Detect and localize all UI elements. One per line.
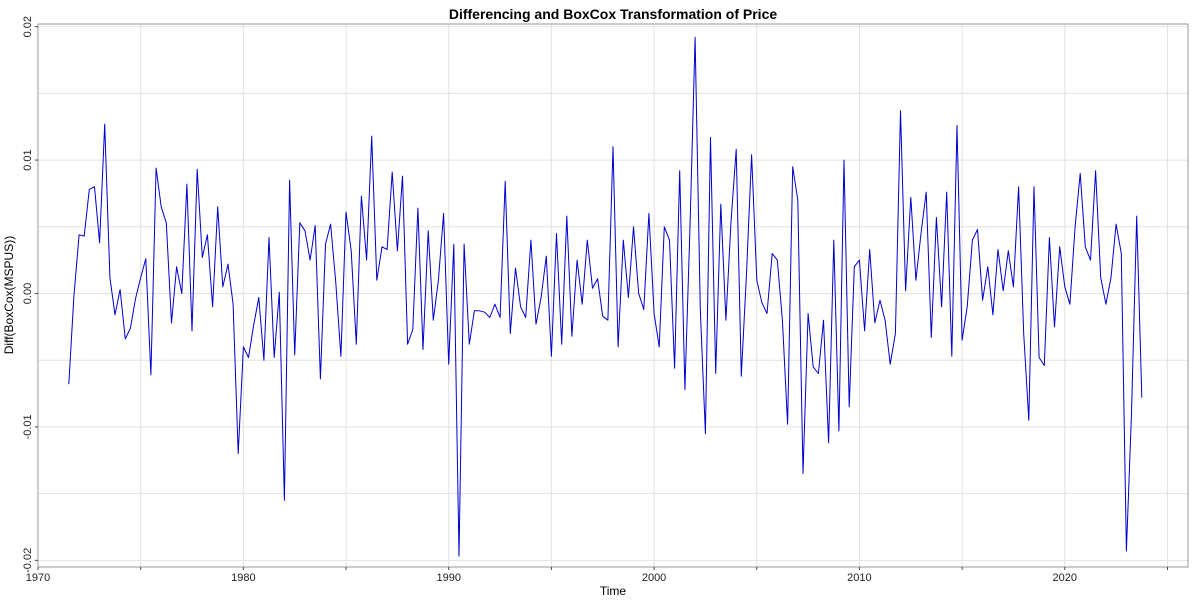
x-tick-label: 1970 xyxy=(26,572,50,584)
y-axis-label: Diff(BoxCox(MSPUS)) xyxy=(2,236,16,354)
x-tick-label: 1980 xyxy=(231,572,255,584)
series-line xyxy=(68,36,1143,557)
chart-title: Differencing and BoxCox Transformation o… xyxy=(449,6,777,22)
grid xyxy=(37,24,1188,567)
x-tick-label: 2010 xyxy=(847,572,871,584)
y-tick-label: 0.02 xyxy=(22,16,34,37)
plot-border xyxy=(37,23,1189,568)
x-tick-label: 2000 xyxy=(642,572,666,584)
y-tick-label: -0.02 xyxy=(22,548,34,573)
axis-ticks: 1970 1980 1990 2000 2010 2020 -0.02 -0.01 0.00 0.… xyxy=(22,16,1168,584)
y-tick-label: -0.01 xyxy=(22,414,34,439)
x-tick-label: 2020 xyxy=(1053,572,1077,584)
y-tick-label: 0.00 xyxy=(22,283,34,304)
x-tick-label: 1990 xyxy=(436,572,460,584)
y-tick-label: 0.01 xyxy=(22,149,34,170)
series-layer xyxy=(68,36,1143,557)
x-axis-label: Time xyxy=(600,584,627,598)
